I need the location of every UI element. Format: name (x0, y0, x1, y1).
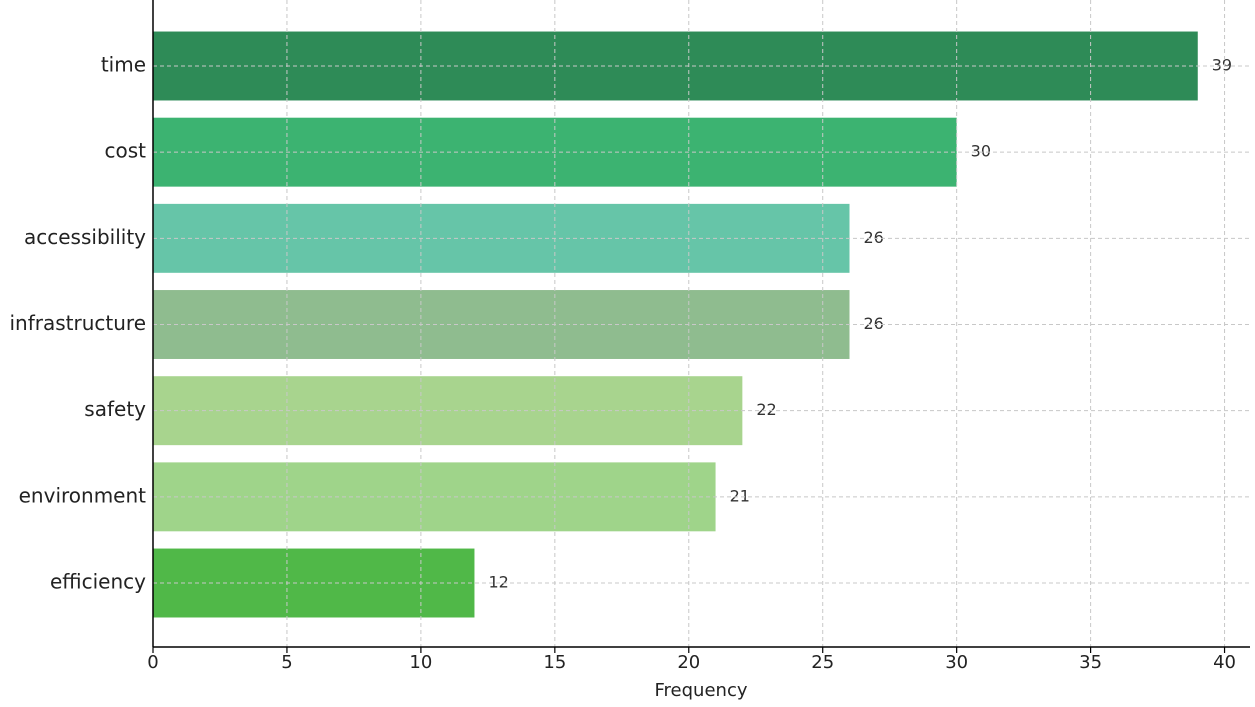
category-label: efficiency (50, 570, 146, 594)
category-label: infrastructure (9, 311, 146, 335)
x-tick-label: 20 (677, 652, 700, 673)
x-axis-label: Frequency (655, 680, 748, 701)
bar (153, 290, 850, 359)
value-label: 26 (864, 228, 884, 247)
category-label: safety (84, 397, 146, 421)
value-label: 39 (1212, 56, 1232, 75)
x-tick-label: 30 (945, 652, 968, 673)
x-tick-label: 5 (281, 652, 292, 673)
bar (153, 203, 850, 273)
category-label: accessibility (24, 225, 146, 249)
x-tick-label: 15 (543, 652, 566, 673)
value-label: 21 (730, 486, 750, 505)
value-label: 12 (488, 573, 508, 592)
x-tick-label: 40 (1213, 652, 1236, 673)
category-label: environment (19, 483, 147, 507)
x-tick-label: 25 (811, 652, 834, 673)
category-label: time (101, 53, 146, 77)
x-tick-label: 10 (409, 652, 432, 673)
x-tick-label: 0 (147, 652, 158, 673)
category-label: cost (105, 139, 147, 163)
x-tick-label: 35 (1079, 652, 1102, 673)
value-label: 26 (864, 314, 884, 333)
value-label: 30 (971, 142, 991, 161)
value-label: 22 (756, 400, 776, 419)
